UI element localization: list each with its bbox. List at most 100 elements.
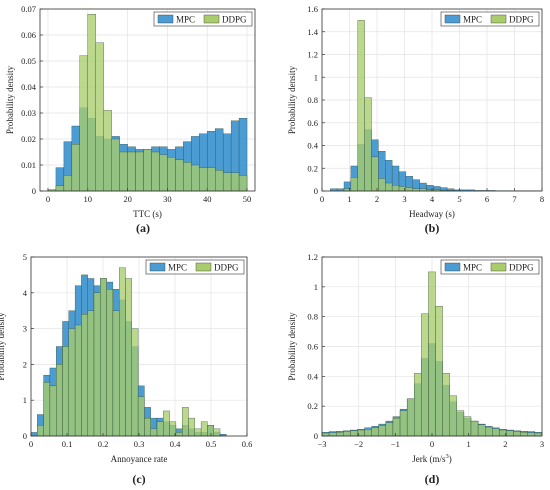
bar [207,425,214,437]
bar [182,407,189,437]
x-tick-label: 0.5 [206,439,217,449]
legend-swatch-ddpg [490,262,507,272]
legend: MPC DDPG [153,11,253,27]
bar [492,428,500,437]
y-tick-label: 1.4 [307,27,318,37]
x-tick-label: 20 [123,194,132,204]
y-tick-label: 1.2 [307,252,318,262]
x-axis-label: Headway (s) [409,209,455,219]
x-tick-label: 0 [430,439,434,449]
bar [71,144,80,192]
bar [93,292,101,437]
bar [159,154,168,192]
y-tick-label: 1 [23,395,27,405]
x-tick-label: −1 [391,439,400,449]
legend-label-mpc: MPC [463,15,482,25]
bar [520,432,528,437]
legend-box [145,259,245,275]
bar-series-ddpg [47,14,248,192]
bar [213,428,221,437]
bar [428,271,436,437]
bar [378,178,386,192]
bar [392,417,401,437]
bar [406,398,415,437]
x-tick-label: 50 [243,194,252,204]
x-tick-label: 0.6 [242,439,253,449]
bar [207,167,216,192]
x-axis-label-text: TTC (s) [133,209,162,219]
y-tick-label: 0.06 [21,30,36,40]
bar [127,151,136,192]
y-tick-label: 0 [23,431,27,441]
bar [56,364,63,437]
bar [144,417,151,437]
x-tick-label: 1 [467,439,471,449]
legend-box [153,11,253,27]
x-tick-label: 0.3 [134,439,145,449]
legend-label-ddpg: DDPG [509,15,534,25]
y-tick-label: 2 [23,359,27,369]
bar [456,410,465,437]
legend-swatch-mpc [149,262,166,272]
bar [74,324,82,437]
bar-series-ddpg [37,267,221,437]
legend-label-ddpg: DDPG [222,15,247,25]
legend: MPC DDPG [440,259,540,275]
bar [111,138,120,192]
legend-swatch-ddpg [203,14,220,24]
x-tick-label: 0 [46,194,50,204]
bar [442,373,450,437]
bar [385,422,394,437]
bar [151,151,160,192]
y-tick-label: 3 [23,324,27,334]
bar [79,55,88,192]
bar [222,172,232,192]
bar [55,185,65,192]
bar [175,159,184,192]
y-tick-label: 0 [314,186,318,196]
bar [119,151,128,192]
x-axis-label-text: Jerk (m/s [412,454,446,464]
bar [405,187,413,192]
bar [62,346,69,437]
x-tick-label: 3 [540,439,544,449]
x-tick-label: 10 [84,194,93,204]
x-tick-label: 3 [402,194,406,204]
bar [343,431,351,437]
x-tick-label: 5 [457,194,461,204]
bar [143,149,152,192]
x-tick-label: 0 [320,194,324,204]
panel-c-annoyance-histogram: 0 0.1 0.2 0.3 0.4 0.5 0.6 0 1 2 3 4 5 Annoyance rate P… [0,252,252,486]
x-tick-label: 40 [203,194,212,204]
bar [49,385,57,437]
y-tick-label: 0.4 [307,371,318,381]
bar [230,172,240,192]
y-axis-label: Probability density [287,312,297,381]
x-axis-label-text: Annoyance rate [111,454,168,464]
y-tick-label: 1 [314,282,318,292]
x-axis-label-end: ) [449,454,452,464]
bar [87,14,96,192]
y-tick-label: 0.07 [21,4,36,14]
bar [37,425,44,437]
bar [63,175,73,192]
y-tick-label: 0 [314,431,318,441]
x-tick-label: 8 [540,194,544,204]
bar [477,424,486,437]
bar [378,425,387,437]
x-tick-label: 1 [347,194,351,204]
y-tick-label: 0.01 [21,160,36,170]
y-tick-label: 4 [23,288,28,298]
bar [150,428,158,437]
bar [199,167,208,192]
y-axis-label: Probability density [287,65,297,134]
legend-label-mpc: MPC [176,15,195,25]
y-tick-label: 0.05 [21,56,36,66]
x-tick-label: 0 [29,439,33,449]
y-tick-label: 1.6 [307,4,318,14]
bar [194,428,202,437]
bar [534,432,543,437]
bar-series-ddpg [321,271,543,437]
